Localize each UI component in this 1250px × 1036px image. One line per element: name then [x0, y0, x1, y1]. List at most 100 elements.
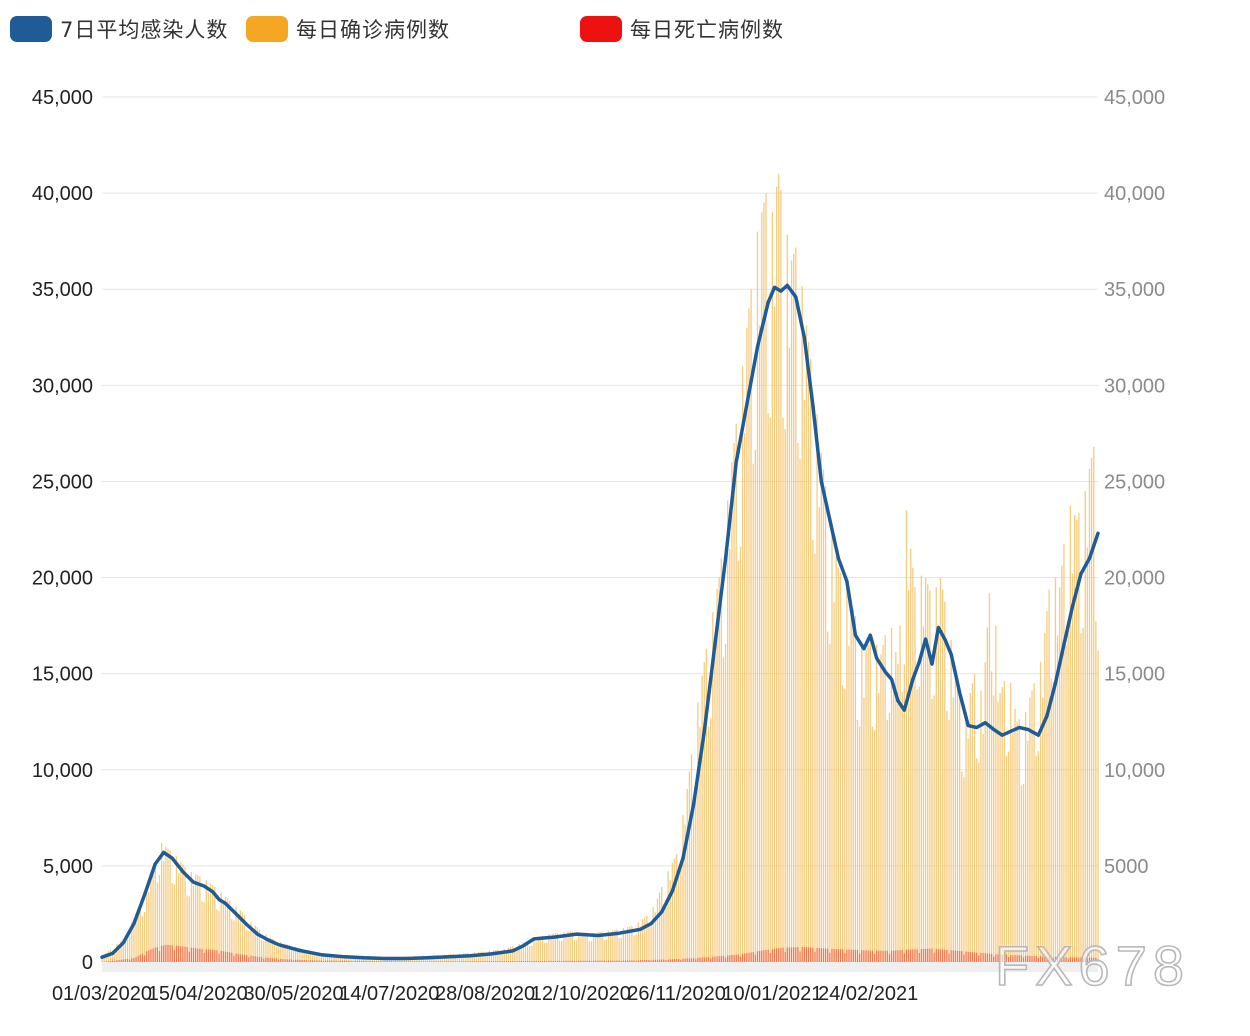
confirmed-bar [129, 936, 131, 962]
death-bar [633, 960, 635, 962]
confirmed-bar [754, 449, 757, 962]
confirmed-bar [701, 675, 703, 962]
death-bar [1067, 958, 1069, 962]
legend-item-1[interactable]: 7日平均感染人数 [10, 14, 228, 44]
death-bar [190, 947, 193, 962]
confirmed-bar [965, 712, 967, 962]
death-bar [386, 961, 388, 962]
confirmed-bar [558, 940, 561, 962]
death-bar [341, 960, 344, 962]
confirmed-bar [148, 891, 150, 962]
confirmed-bar [831, 531, 833, 962]
death-bar [927, 948, 929, 962]
confirmed-bar [682, 815, 684, 962]
confirmed-bar [903, 664, 905, 962]
confirmed-bar [707, 726, 710, 962]
confirmed-bar [633, 935, 635, 962]
death-bar [578, 960, 580, 962]
confirmed-bar [844, 688, 846, 962]
death-bar [461, 961, 463, 962]
death-bar [1095, 957, 1097, 962]
death-bar [895, 950, 897, 962]
death-bar [133, 958, 135, 962]
death-bar [448, 961, 450, 962]
confirmed-bar [918, 686, 920, 962]
death-bar [216, 950, 218, 962]
confirmed-bar [893, 685, 895, 962]
confirmed-bar [1044, 632, 1046, 962]
confirmed-bar [999, 692, 1001, 962]
confirmed-bar [810, 358, 812, 962]
death-bar [699, 957, 701, 962]
confirmed-bar [456, 956, 459, 962]
death-bar [605, 961, 608, 962]
confirmed-bar [352, 957, 354, 962]
death-bar [569, 960, 571, 962]
confirmed-bar [854, 616, 857, 962]
confirmed-bar [124, 934, 127, 962]
death-bar [829, 952, 831, 962]
death-bar [1020, 955, 1023, 962]
death-bar [571, 960, 573, 962]
confirmed-bar [299, 948, 301, 962]
death-bar [1039, 956, 1042, 962]
death-bar [182, 946, 184, 962]
death-bar [373, 961, 376, 962]
y-right-tick-label: 45,000 [1104, 87, 1165, 109]
confirmed-bar [667, 871, 669, 962]
confirmed-bar [856, 719, 859, 962]
confirmed-bar [573, 940, 576, 962]
confirmed-bar [131, 922, 133, 962]
legend-item-3[interactable]: 每日死亡病例数 [580, 14, 784, 44]
confirmed-bar [271, 938, 273, 962]
death-bar [907, 949, 910, 962]
legend-label: 每日死亡病例数 [630, 18, 784, 42]
y-right-tick-label: 25,000 [1104, 471, 1165, 493]
death-bar [214, 950, 216, 962]
death-bar [516, 961, 518, 962]
confirmed-bar [807, 342, 810, 962]
death-bar [893, 950, 895, 962]
confirmed-bar [995, 625, 997, 962]
death-bar [701, 957, 703, 962]
death-bar [914, 949, 916, 962]
y-left-tick-label: 25,000 [32, 471, 93, 493]
confirmed-bar [924, 578, 927, 962]
confirmed-bar [952, 697, 954, 962]
confirmed-bar [1067, 629, 1069, 962]
confirmed-bar [269, 937, 271, 962]
death-bar [905, 949, 908, 962]
confirmed-bar [712, 612, 714, 962]
death-bar [712, 956, 714, 962]
death-bar [416, 961, 418, 962]
confirmed-bar [869, 640, 871, 962]
death-bar [861, 950, 863, 962]
confirmed-bar [550, 937, 552, 962]
confirmed-bar [948, 719, 950, 962]
confirmed-bar [714, 651, 716, 962]
death-bar [810, 947, 812, 962]
death-bar [575, 961, 578, 962]
death-bar [337, 961, 339, 962]
death-bar [309, 960, 312, 962]
confirmed-bar [599, 932, 601, 962]
confirmed-bar [1048, 589, 1050, 962]
confirmed-bar [1024, 712, 1027, 962]
confirmed-bar [895, 652, 897, 962]
death-bar [754, 954, 757, 962]
death-bar [731, 955, 733, 962]
death-bar [346, 960, 348, 962]
confirmed-bar [1069, 505, 1071, 962]
y-left-tick-label: 40,000 [32, 183, 93, 205]
death-bar [786, 947, 788, 962]
legend-item-2[interactable]: 每日确诊病例数 [246, 14, 450, 44]
death-bar [314, 960, 316, 962]
confirmed-bar [1014, 708, 1016, 962]
death-bar [993, 956, 995, 962]
confirmed-bar [331, 954, 333, 962]
confirmed-bar [263, 940, 265, 962]
confirmed-bar [1020, 785, 1023, 962]
death-bar [818, 948, 820, 962]
death-bar [771, 949, 774, 962]
death-bar [752, 952, 754, 962]
